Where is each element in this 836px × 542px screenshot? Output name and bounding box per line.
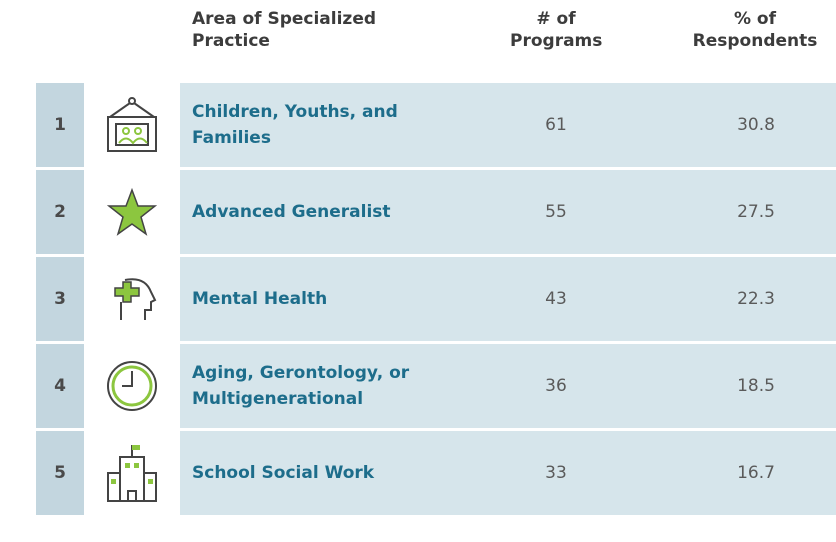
rank-cell: 2 xyxy=(36,170,84,254)
area-cell: Advanced Generalist xyxy=(192,202,391,222)
programs-cell: 33 xyxy=(545,463,567,483)
rank-cell: 4 xyxy=(36,344,84,428)
row-background xyxy=(180,83,836,167)
programs-cell: 36 xyxy=(545,376,567,396)
rank-cell: 3 xyxy=(36,257,84,341)
respondents-cell: 27.5 xyxy=(737,202,775,222)
table-row: 2 Advanced Generalist 55 27.5 xyxy=(36,170,836,254)
icon-cell xyxy=(84,344,180,428)
table-row: 5 School Social Work 33 16.7 xyxy=(36,431,836,515)
table-row: 4 Aging, Gerontology, or Multigenerationa… xyxy=(36,344,836,428)
header-respondents: % of Respondents xyxy=(692,9,818,51)
row-background xyxy=(180,431,836,515)
respondents-cell: 22.3 xyxy=(737,289,775,309)
icon-cell xyxy=(84,170,180,254)
icon-cell xyxy=(84,431,180,515)
respondents-cell: 16.7 xyxy=(737,463,775,483)
programs-cell: 61 xyxy=(545,115,567,135)
icon-cell xyxy=(84,257,180,341)
table-row: 1 Children, Youths, and Families 61 30.8 xyxy=(36,83,836,167)
header-area: Area of Specialized Practice xyxy=(192,9,377,51)
respondents-cell: 18.5 xyxy=(737,376,775,396)
area-cell: School Social Work xyxy=(192,463,375,483)
row-background xyxy=(180,344,836,428)
area-cell: Aging, Gerontology, or Multigenerational xyxy=(192,363,410,409)
programs-cell: 43 xyxy=(545,289,567,309)
table-row: 3 Mental Health 43 22.3 xyxy=(36,257,836,341)
respondents-cell: 30.8 xyxy=(737,115,775,135)
area-cell: Children, Youths, and Families xyxy=(192,102,398,148)
header-programs: # of Programs xyxy=(510,9,603,51)
area-cell: Mental Health xyxy=(192,289,328,309)
row-background xyxy=(180,170,836,254)
rank-cell: 5 xyxy=(36,431,84,515)
programs-cell: 55 xyxy=(545,202,567,222)
row-background xyxy=(180,257,836,341)
rank-cell: 1 xyxy=(36,83,84,167)
icon-cell xyxy=(84,83,180,167)
